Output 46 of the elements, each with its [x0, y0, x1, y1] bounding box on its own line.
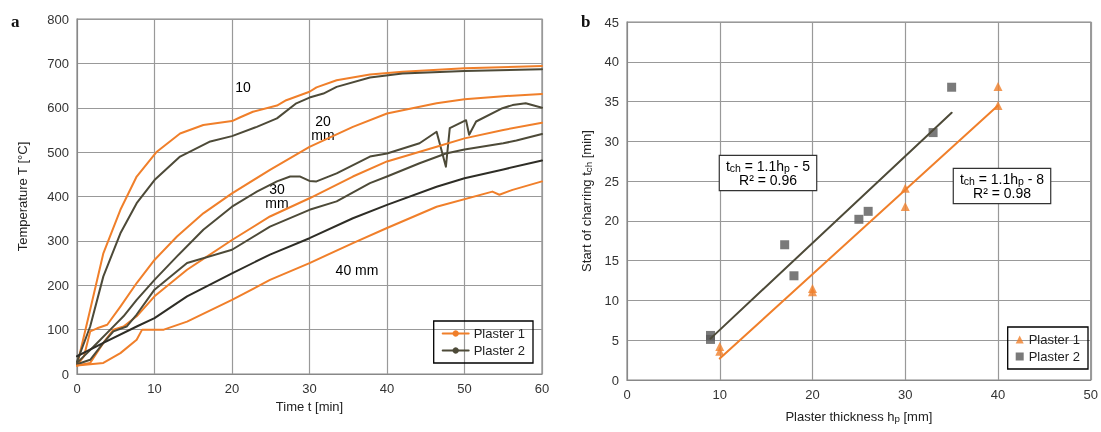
y-tick-label: 45: [604, 14, 619, 30]
y-tick-label: 40: [604, 54, 619, 70]
chart-title: a: [11, 12, 20, 31]
annotation: tch = 1.1hp - 5 R² = 0.96: [725, 158, 811, 188]
y-tick-label: 10: [604, 292, 619, 308]
y-tick-label: 400: [47, 189, 69, 204]
x-axis-title: Time t [min]: [275, 399, 344, 414]
x-tick-label: 40: [990, 387, 1006, 402]
x-tick-label: 50: [1083, 387, 1098, 402]
x-tick-label: 30: [898, 387, 913, 402]
legend-label: Plaster 2: [473, 343, 526, 358]
y-tick-label: 200: [47, 277, 69, 293]
y-tick-label: 700: [47, 55, 69, 71]
annotation: 40 mm: [335, 262, 379, 278]
x-tick-label: 60: [534, 381, 550, 396]
annotation: 20 mm: [311, 113, 335, 143]
legend-label: Plaster 2: [1028, 349, 1081, 364]
y-tick-label: 500: [47, 144, 69, 160]
x-tick-label: 20: [224, 381, 240, 396]
chart-title: b: [581, 12, 591, 31]
x-tick-label: 30: [302, 381, 317, 396]
x-tick-label: 40: [379, 381, 395, 396]
y-tick-label: 30: [604, 133, 619, 149]
y-tick-label: 5: [611, 332, 619, 348]
y-tick-label: 35: [604, 94, 619, 110]
legend-label: Plaster 1: [473, 326, 526, 341]
x-tick-label: 20: [805, 387, 820, 402]
y-tick-label: 300: [47, 233, 69, 249]
x-tick-label: 10: [712, 387, 727, 402]
x-tick-label: 0: [623, 387, 631, 402]
legend-label: Plaster 1: [1028, 332, 1081, 347]
x-tick-label: 10: [147, 381, 162, 396]
x-axis-title: Plaster thickness hp [mm]: [785, 409, 933, 424]
y-tick-label: 100: [47, 322, 69, 338]
y-tick-label: 20: [604, 213, 619, 229]
x-tick-label: 0: [73, 381, 81, 396]
y-tick-label: 25: [604, 173, 619, 189]
y-tick-label: 800: [47, 11, 69, 27]
y-tick-label: 600: [47, 100, 69, 116]
y-axis-title: Temperature T [°C]: [15, 141, 30, 252]
x-tick-label: 50: [457, 381, 472, 396]
y-tick-label: 0: [61, 366, 69, 382]
annotation: 30 mm: [265, 181, 289, 211]
annotation: 10: [235, 79, 251, 95]
y-tick-label: 15: [604, 253, 619, 269]
annotation: tch = 1.1hp - 8 R² = 0.98: [959, 171, 1045, 201]
